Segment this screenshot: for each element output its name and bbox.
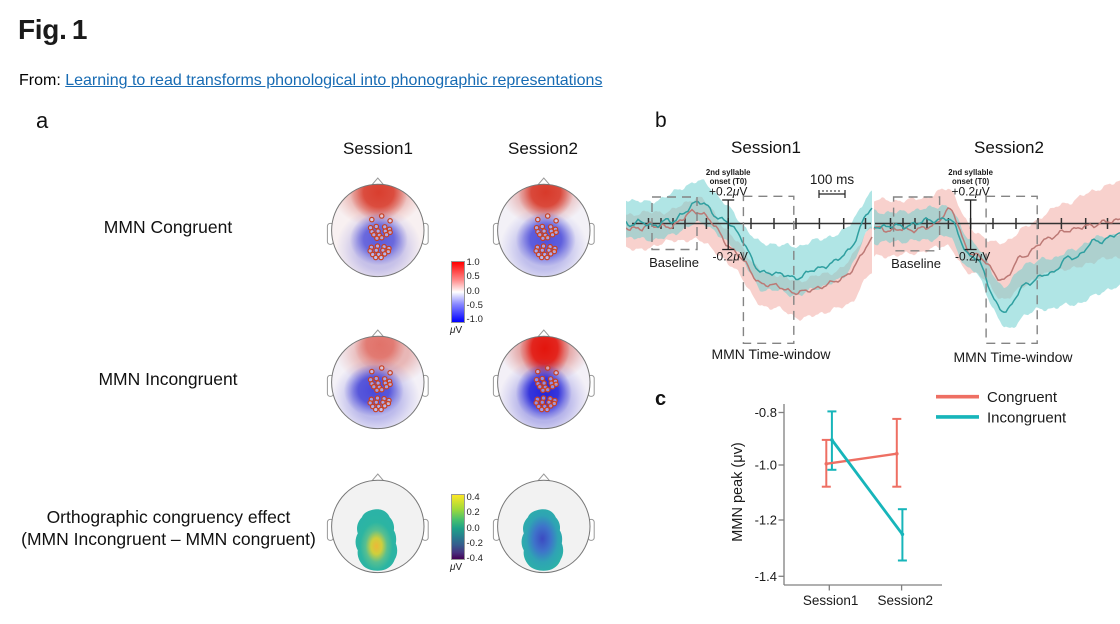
svg-text:Session2: Session2 xyxy=(878,593,934,608)
svg-text:+0.2μV: +0.2μV xyxy=(709,185,747,199)
svg-text:-1.2: -1.2 xyxy=(755,513,777,528)
svg-text:100 ms: 100 ms xyxy=(810,172,855,187)
svg-text:Baseline: Baseline xyxy=(891,256,941,271)
svg-text:onset (T0): onset (T0) xyxy=(710,177,748,186)
svg-text:onset (T0): onset (T0) xyxy=(952,177,990,186)
svg-text:Session1: Session1 xyxy=(803,593,859,608)
svg-text:MMN peak (μv): MMN peak (μv) xyxy=(730,442,746,541)
svg-text:2nd syllable: 2nd syllable xyxy=(948,168,993,177)
svg-text:2nd syllable: 2nd syllable xyxy=(706,168,751,177)
svg-text:-0.8: -0.8 xyxy=(755,405,777,420)
svg-text:-0.2μV: -0.2μV xyxy=(955,250,990,264)
svg-text:MMN Time-window: MMN Time-window xyxy=(711,346,831,362)
svg-text:Baseline: Baseline xyxy=(649,255,699,270)
svg-text:Incongruent: Incongruent xyxy=(987,409,1067,426)
svg-text:MMN Time-window: MMN Time-window xyxy=(953,349,1073,365)
svg-text:-0.2μV: -0.2μV xyxy=(713,250,748,264)
svg-text:-1.0: -1.0 xyxy=(755,458,777,473)
svg-text:Congruent: Congruent xyxy=(987,389,1058,406)
svg-text:+0.2μV: +0.2μV xyxy=(951,185,989,199)
svg-text:-1.4: -1.4 xyxy=(755,569,777,584)
